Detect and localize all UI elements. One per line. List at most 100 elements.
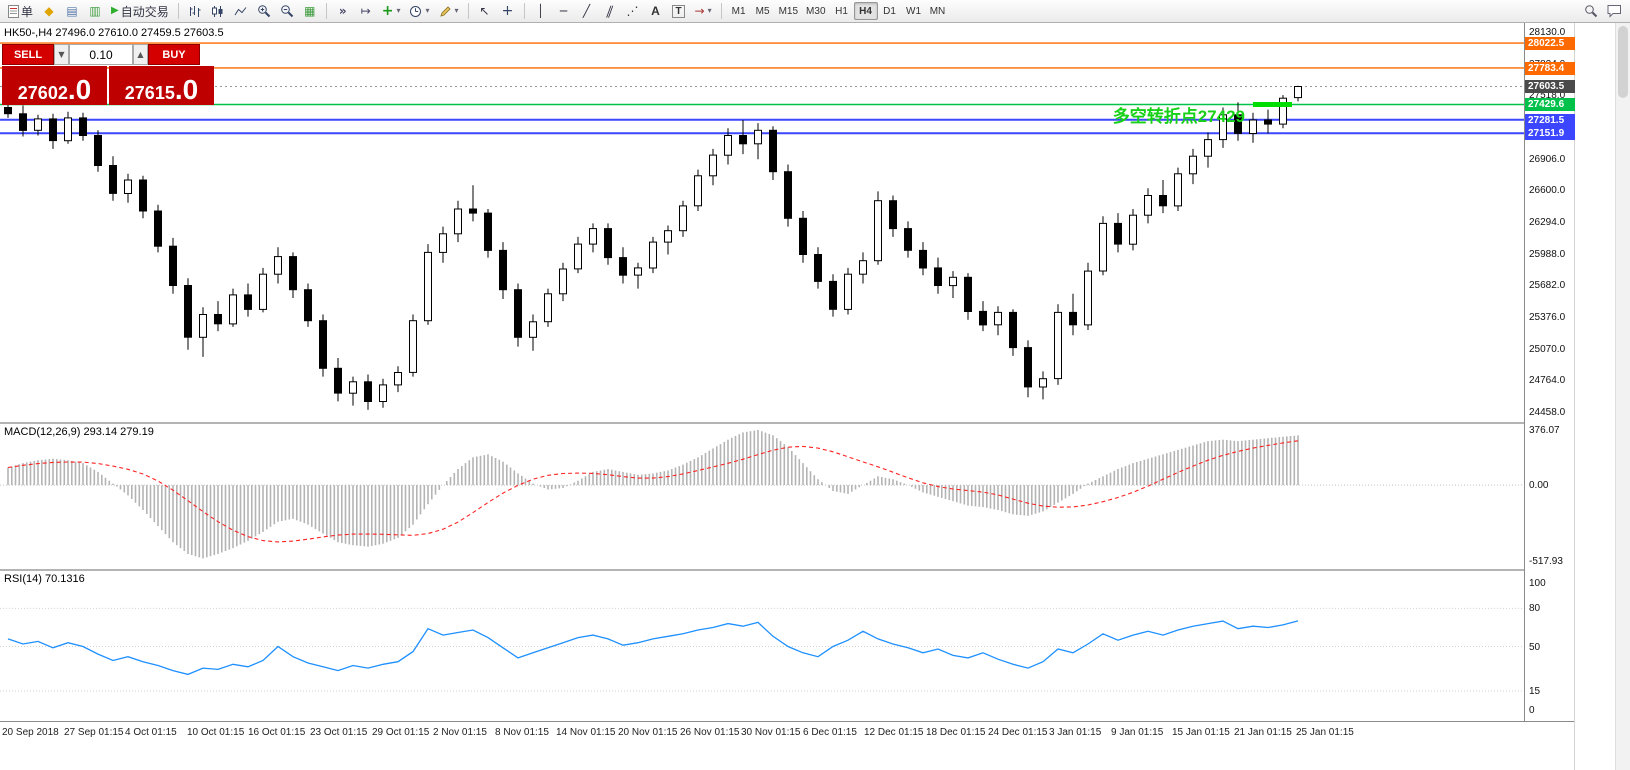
zoom-out-button[interactable] (276, 2, 298, 21)
price-tag: 27151.9 (1525, 127, 1575, 140)
rsi-title: RSI(14) 70.1316 (4, 573, 85, 585)
y-axis-label: 28130.0 (1529, 27, 1566, 38)
y-axis-label: 26600.0 (1529, 185, 1566, 196)
search-icon (1585, 5, 1598, 18)
price-tag: 27281.5 (1525, 114, 1575, 127)
profiles-button[interactable]: ▤ (61, 2, 83, 21)
text-tool-button[interactable]: A (645, 2, 667, 21)
y-axis-label: 25988.0 (1529, 249, 1566, 260)
cursor-tool-button[interactable]: ↖ (474, 2, 496, 21)
grid-button[interactable]: ▦ (299, 2, 321, 21)
horizontal-line-tool-button[interactable]: ─ (553, 2, 575, 21)
panel-separator[interactable] (0, 422, 1574, 424)
volume-increase-button[interactable]: ▲ (133, 44, 148, 65)
rsi-axis-label: 15 (1529, 686, 1541, 697)
grid-icon: ▦ (304, 4, 316, 18)
chat-button[interactable] (1603, 2, 1626, 21)
fibonacci-tool-button[interactable]: ⋰ (622, 2, 644, 21)
vertical-scrollbar[interactable] (1615, 23, 1630, 770)
panel-separator[interactable] (0, 569, 1574, 571)
candlestick-icon (212, 5, 223, 17)
y-axis-label: 24458.0 (1529, 407, 1566, 418)
timeframe-w1-button[interactable]: W1 (906, 6, 921, 17)
y-axis-label: 24764.0 (1529, 375, 1566, 386)
horizontal-line-icon: ─ (559, 4, 568, 18)
rsi-panel[interactable] (0, 571, 1524, 721)
time-axis[interactable]: 20 Sep 2018 27 Sep 01:15 4 Oct 01:15 10 Oct… (0, 721, 1574, 770)
time-axis-label: 20 Nov 01:15 (618, 727, 678, 738)
data-window-icon: ▥ (89, 4, 101, 18)
macd-panel[interactable] (0, 424, 1524, 569)
zoom-in-button[interactable] (253, 2, 275, 21)
timeframe-m1-button[interactable]: M1 (731, 6, 746, 17)
trendline-tool-button[interactable]: ╱ (576, 2, 598, 21)
price-axis[interactable]: 28130.027824.027518.027212.026906.026600… (1524, 23, 1575, 721)
time-axis-label: 15 Jan 01:15 (1172, 727, 1230, 738)
toolbar-separator (523, 3, 525, 19)
autoscroll-icon: » (338, 4, 347, 18)
line-chart-type-button[interactable] (230, 2, 252, 21)
y-axis-label: 25682.0 (1529, 280, 1566, 291)
vertical-line-tool-button[interactable]: │ (530, 2, 552, 21)
zoom-out-icon (280, 5, 293, 18)
timeframe-m30-button[interactable]: M30 (806, 6, 826, 17)
text-label-tool-button[interactable]: T (668, 2, 690, 21)
symbol-button[interactable]: ◆ (38, 2, 60, 21)
volume-decrease-button[interactable]: ▼ (54, 44, 69, 65)
candlestick-type-button[interactable] (207, 2, 229, 21)
indicators-button[interactable]: + ▾ (378, 2, 405, 21)
crosshair-tool-button[interactable]: + (497, 2, 519, 21)
new-order-button[interactable]: 单 (4, 2, 37, 21)
time-axis-label: 29 Oct 01:15 (372, 727, 430, 738)
timeframe-m15-button[interactable]: M15 (778, 6, 799, 17)
channel-tool-button[interactable]: ∥ (599, 2, 621, 21)
arrows-icon: → (694, 4, 705, 18)
data-window-button[interactable]: ▥ (84, 2, 106, 21)
chart-window: HK50-,H4 27496.0 27610.0 27459.5 27603.5… (0, 23, 1575, 770)
time-axis-label: 9 Jan 01:15 (1111, 727, 1164, 738)
buy-price-main: 27615 (124, 83, 175, 103)
bar-chart-type-button[interactable] (184, 2, 206, 21)
macd-title: MACD(12,26,9) 293.14 279.19 (4, 426, 154, 438)
price-tag: 27603.5 (1525, 80, 1575, 93)
periods-button[interactable]: ▾ (405, 2, 433, 21)
time-axis-label: 4 Oct 01:15 (125, 727, 177, 738)
profiles-icon: ▤ (66, 4, 78, 18)
autotrading-button[interactable]: ▶ 自动交易 (107, 2, 173, 21)
trendline-icon: ╱ (582, 4, 591, 18)
sell-button[interactable]: SELL (2, 44, 54, 65)
autoscroll-button[interactable]: » (332, 2, 354, 21)
fibonacci-icon: ⋰ (626, 4, 639, 18)
ohlc-header: HK50-,H4 27496.0 27610.0 27459.5 27603.5 (4, 27, 224, 39)
templates-button[interactable]: ▾ (435, 2, 463, 21)
candlestick-chart[interactable] (0, 23, 1524, 422)
timeframe-d1-button[interactable]: D1 (883, 6, 896, 17)
volume-input[interactable] (69, 44, 133, 65)
time-axis-label: 24 Dec 01:15 (988, 727, 1048, 738)
timeframe-mn-button[interactable]: MN (929, 6, 946, 17)
autotrading-play-icon: ▶ (111, 5, 119, 16)
search-button[interactable] (1580, 2, 1602, 21)
time-axis-label: 25 Jan 01:15 (1296, 727, 1354, 738)
one-click-trading-panel: SELL ▼ ▲ BUY 27602.0 27615.0 (2, 44, 214, 105)
chart-shift-icon: ↦ (360, 4, 371, 18)
rsi-axis-label: 50 (1529, 642, 1541, 653)
timeframe-group: M1 M5 M15 M30 H1 H4 D1 W1 MN (727, 2, 950, 20)
chart-shift-button[interactable]: ↦ (355, 2, 377, 21)
y-axis-label: 25070.0 (1529, 344, 1566, 355)
arrows-tool-button[interactable]: → ▾ (691, 2, 716, 21)
buy-button[interactable]: BUY (148, 44, 200, 65)
chat-bubble-icon (1607, 5, 1621, 18)
toolbar: 单 ◆ ▤ ▥ ▶ 自动交易 ▦ » ↦ + ▾ ▾ ▾ ↖ + │ ─ ╱ ∥ … (0, 0, 1630, 23)
autotrading-label: 自动交易 (120, 4, 169, 19)
timeframe-m5-button[interactable]: M5 (755, 6, 770, 17)
y-axis-label: 26906.0 (1529, 154, 1566, 165)
time-axis-label: 10 Oct 01:15 (187, 727, 245, 738)
timeframe-h1-button[interactable]: H1 (835, 6, 848, 17)
scrollbar-thumb[interactable] (1618, 26, 1628, 98)
time-axis-label: 18 Dec 01:15 (926, 727, 986, 738)
time-axis-label: 30 Nov 01:15 (741, 727, 801, 738)
pencil-icon (439, 5, 451, 17)
timeframe-h4-button[interactable]: H4 (853, 2, 878, 20)
rsi-axis-label: 100 (1529, 578, 1546, 589)
